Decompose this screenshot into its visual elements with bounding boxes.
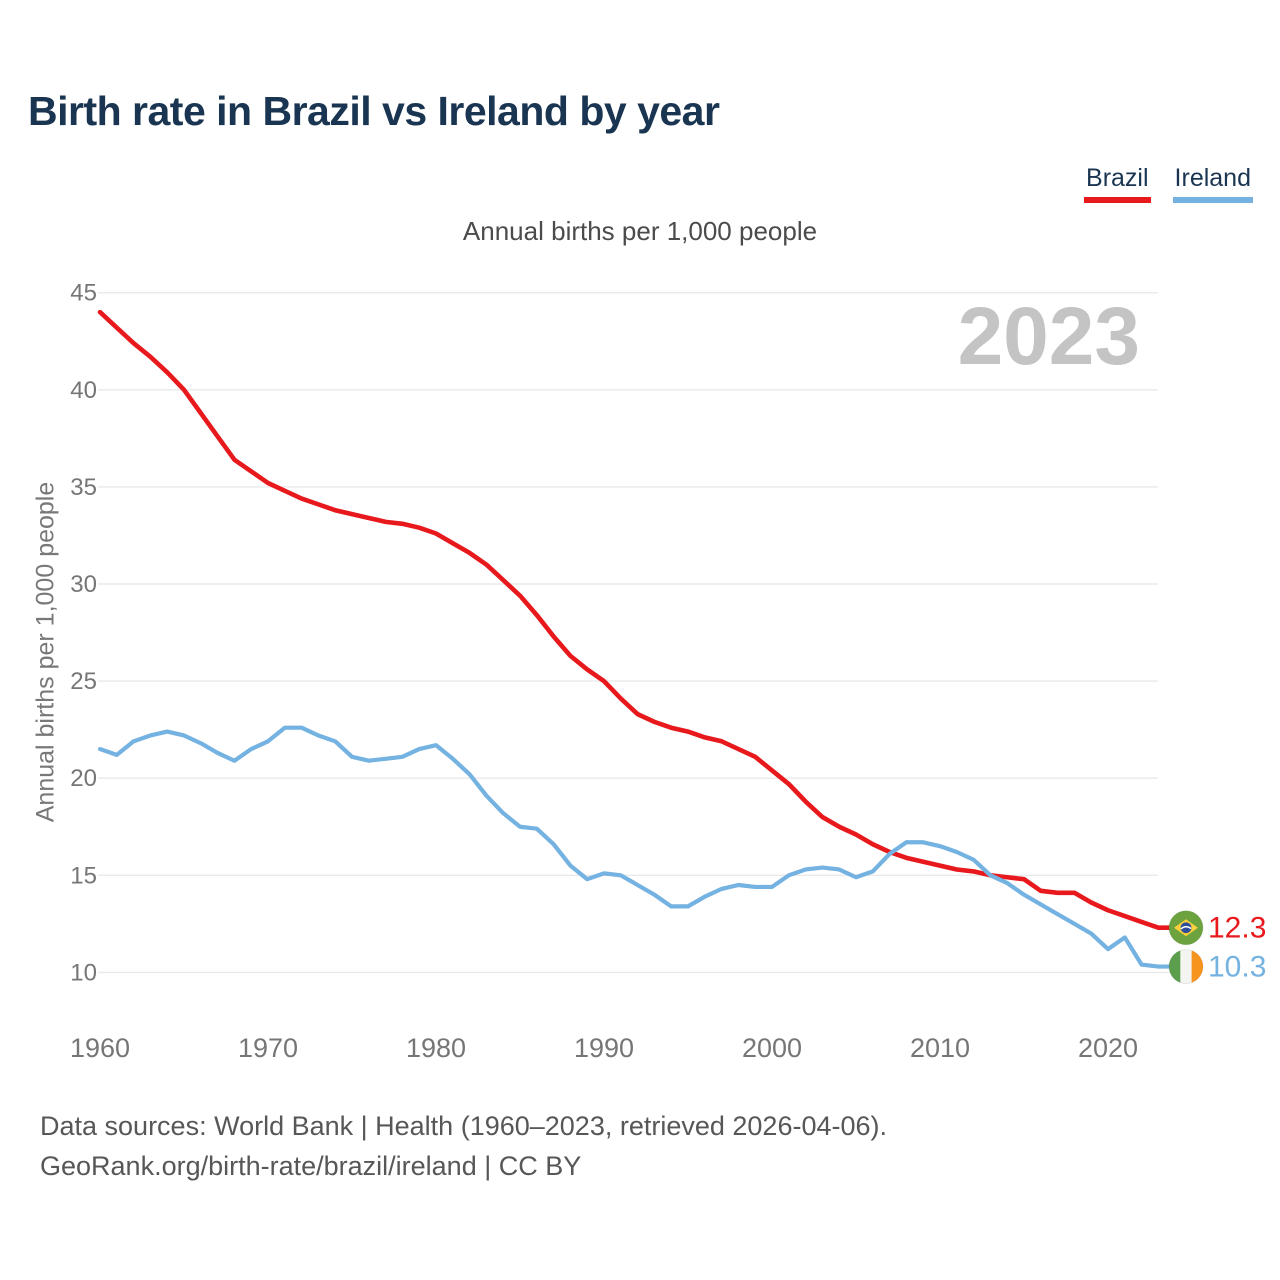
y-tick-label: 30 <box>70 571 97 598</box>
legend-item-brazil[interactable]: Brazil <box>1084 166 1151 203</box>
page-title: Birth rate in Brazil vs Ireland by year <box>28 88 720 134</box>
y-tick-label: 10 <box>70 959 97 986</box>
y-tick-label: 25 <box>70 668 97 695</box>
y-tick-label: 35 <box>70 474 97 501</box>
footer-sources-line: Data sources: World Bank | Health (1960–… <box>40 1111 887 1141</box>
flag-globe <box>1180 922 1192 934</box>
flag-stripe-orange <box>1191 949 1203 984</box>
brazil-flag-icon <box>1168 910 1204 946</box>
x-tick-label: 2020 <box>1078 1033 1138 1063</box>
ireland-flag-icon <box>1168 949 1204 985</box>
flag-stripe-green <box>1169 949 1181 984</box>
x-tick-label: 2000 <box>742 1033 802 1063</box>
y-tick-label: 45 <box>70 280 97 307</box>
footer-attribution-line: GeoRank.org/birth-rate/brazil/ireland | … <box>40 1151 582 1181</box>
end-value-label-brazil: 12.3 <box>1208 912 1266 945</box>
watermark-year: 2023 <box>958 291 1140 382</box>
x-tick-label: 1980 <box>406 1033 466 1063</box>
legend: Brazil Ireland <box>1084 166 1253 203</box>
series-line-ireland <box>97 725 1172 969</box>
x-tick-label: 1970 <box>238 1033 298 1063</box>
flag-stripe-white <box>1180 949 1192 984</box>
chart-subtitle: Annual births per 1,000 people <box>462 216 818 246</box>
y-tick-label: 15 <box>70 862 97 889</box>
series-line-brazil <box>97 309 1172 931</box>
end-value-label-ireland: 10.3 <box>1208 951 1266 984</box>
y-tick-label: 40 <box>70 377 97 404</box>
y-tick-label: 20 <box>70 765 97 792</box>
flag-ring <box>1168 949 1204 985</box>
footer: Data sources: World Bank | Health (1960–… <box>40 1106 887 1186</box>
flag-band <box>1180 926 1192 930</box>
x-tick-label: 1960 <box>70 1033 130 1063</box>
x-tick-label: 1990 <box>574 1033 634 1063</box>
legend-item-ireland[interactable]: Ireland <box>1172 166 1253 203</box>
x-tick-label: 2010 <box>910 1033 970 1063</box>
